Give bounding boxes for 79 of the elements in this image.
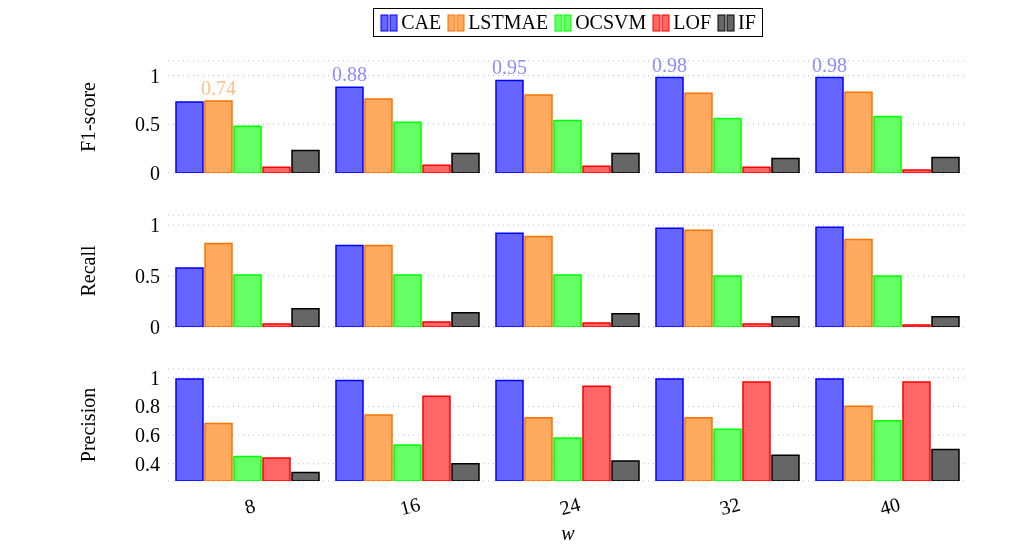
bar [902, 169, 931, 173]
bar [742, 166, 771, 173]
bar [175, 101, 204, 173]
bar [262, 166, 291, 173]
y-tick-label: 1 [150, 214, 160, 237]
bar [553, 274, 582, 327]
bar [815, 76, 844, 173]
bar [684, 92, 713, 173]
x-tick-label: 40 [877, 492, 903, 520]
x-tick-label: 16 [397, 492, 423, 520]
bar [873, 115, 902, 173]
bar [495, 79, 524, 173]
legend-label: OCSVM [575, 11, 647, 34]
y-tick-label: 0.4 [135, 452, 160, 475]
bar [451, 152, 480, 173]
bar [422, 321, 451, 327]
data-label: 0.98 [812, 53, 847, 76]
y-axis-title: F1-score [77, 81, 100, 152]
bar [335, 244, 364, 327]
data-label: 0.74 [201, 76, 236, 99]
bar [742, 323, 771, 327]
bar [204, 242, 233, 327]
y-tick-label: 0 [150, 162, 160, 185]
data-label: 0.95 [492, 56, 527, 79]
bar [233, 125, 262, 173]
bar [393, 274, 422, 327]
bar [335, 86, 364, 173]
data-label: 0.88 [332, 63, 367, 86]
bar [175, 267, 204, 327]
legend-label: CAE [401, 11, 442, 34]
y-tick-label: 0.5 [135, 265, 160, 288]
bar [553, 119, 582, 173]
x-axis-title: w [561, 522, 576, 544]
bar [611, 152, 640, 173]
bar [931, 316, 960, 327]
bar [364, 98, 393, 173]
bar [713, 117, 742, 173]
y-tick-label: 0 [150, 316, 160, 339]
bar [902, 324, 931, 327]
x-tick-label: 24 [557, 492, 583, 520]
bar [422, 164, 451, 173]
x-tick-label: 32 [717, 492, 743, 520]
y-tick-label: 1 [150, 366, 160, 389]
bar [844, 91, 873, 173]
bar [713, 275, 742, 327]
bar [582, 165, 611, 173]
bar [495, 232, 524, 327]
bar [262, 323, 291, 327]
x-tick-label: 8 [242, 494, 258, 518]
bar [873, 275, 902, 327]
bar [524, 94, 553, 173]
bar [364, 244, 393, 327]
legend-label: LOF [673, 11, 712, 34]
legend-label: LSTMAE [468, 11, 549, 34]
bar [931, 156, 960, 173]
y-axis-title: Precision [77, 387, 100, 463]
y-tick-label: 0.8 [135, 395, 160, 418]
bar [393, 121, 422, 173]
legend-label: IF [738, 11, 756, 34]
bar [291, 307, 320, 327]
y-axis-title: Recall [77, 245, 100, 297]
bar [771, 157, 800, 173]
bar [524, 235, 553, 327]
y-tick-label: 0.5 [135, 113, 160, 136]
bar [655, 76, 684, 173]
bar [204, 100, 233, 173]
bar [655, 227, 684, 327]
bar [291, 149, 320, 173]
bar [815, 226, 844, 327]
bar [684, 229, 713, 327]
bar [233, 274, 262, 327]
data-label: 0.98 [652, 53, 687, 76]
bar [771, 316, 800, 327]
y-tick-label: 0.6 [135, 424, 160, 447]
bar [844, 238, 873, 327]
bar [451, 312, 480, 327]
bar [611, 313, 640, 327]
y-tick-label: 1 [150, 64, 160, 87]
bar [582, 322, 611, 327]
